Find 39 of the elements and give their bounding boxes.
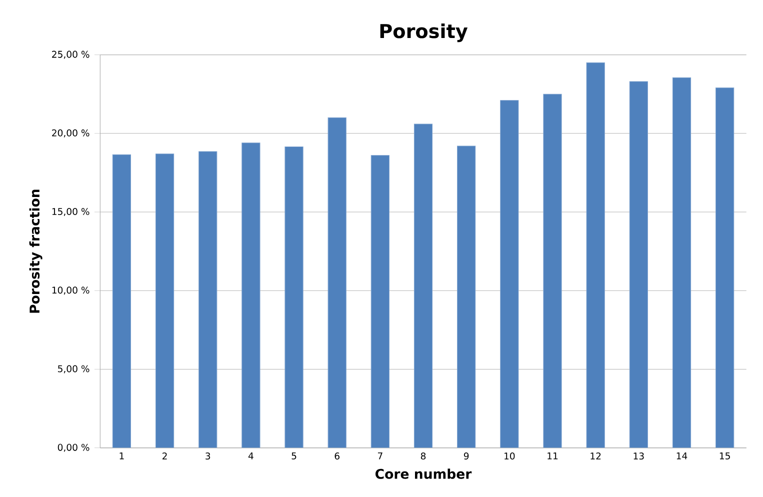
bar: [414, 124, 433, 448]
x-tick-label: 11: [548, 452, 558, 460]
x-tick-label: 10: [504, 452, 515, 460]
bar: [586, 62, 605, 448]
x-tick-label: 14: [676, 452, 688, 460]
x-axis-title: Core number: [375, 468, 472, 479]
bar: [629, 81, 648, 448]
bar: [543, 94, 562, 448]
bar: [198, 151, 218, 448]
bar: [155, 154, 174, 448]
bar: [716, 88, 734, 448]
x-tick-label: 4: [248, 452, 254, 460]
x-tick-label: 8: [420, 452, 426, 460]
bar: [500, 100, 519, 448]
x-tick-label: 5: [292, 452, 296, 460]
y-tick-label: 5,00 %: [58, 365, 90, 374]
x-tick-label: 9: [464, 452, 469, 460]
bar: [242, 142, 260, 448]
bar: [672, 77, 692, 448]
x-tick-label: 1: [120, 452, 124, 460]
x-tick-label: 7: [378, 452, 382, 460]
x-tick-label: 12: [590, 452, 601, 460]
x-tick-label: 6: [334, 452, 340, 460]
y-tick-label: 10,00 %: [52, 286, 90, 295]
y-tick-label: 20,00 %: [52, 129, 90, 138]
x-tick-label: 15: [720, 452, 730, 460]
bar: [457, 146, 476, 448]
x-tick-label: 3: [206, 452, 210, 460]
y-tick-label: 15,00 %: [52, 208, 90, 216]
y-axis-title: Porosity fraction: [29, 190, 42, 313]
bar: [328, 117, 346, 448]
x-tick-label: 13: [634, 452, 644, 460]
bar: [284, 146, 304, 448]
y-tick-label: 0,00 %: [58, 444, 90, 452]
chart-title: Porosity: [380, 24, 468, 42]
bar: [370, 155, 390, 448]
x-tick-label: 2: [162, 452, 167, 460]
bar: [112, 154, 132, 448]
y-tick-label: 25,00 %: [52, 50, 90, 59]
